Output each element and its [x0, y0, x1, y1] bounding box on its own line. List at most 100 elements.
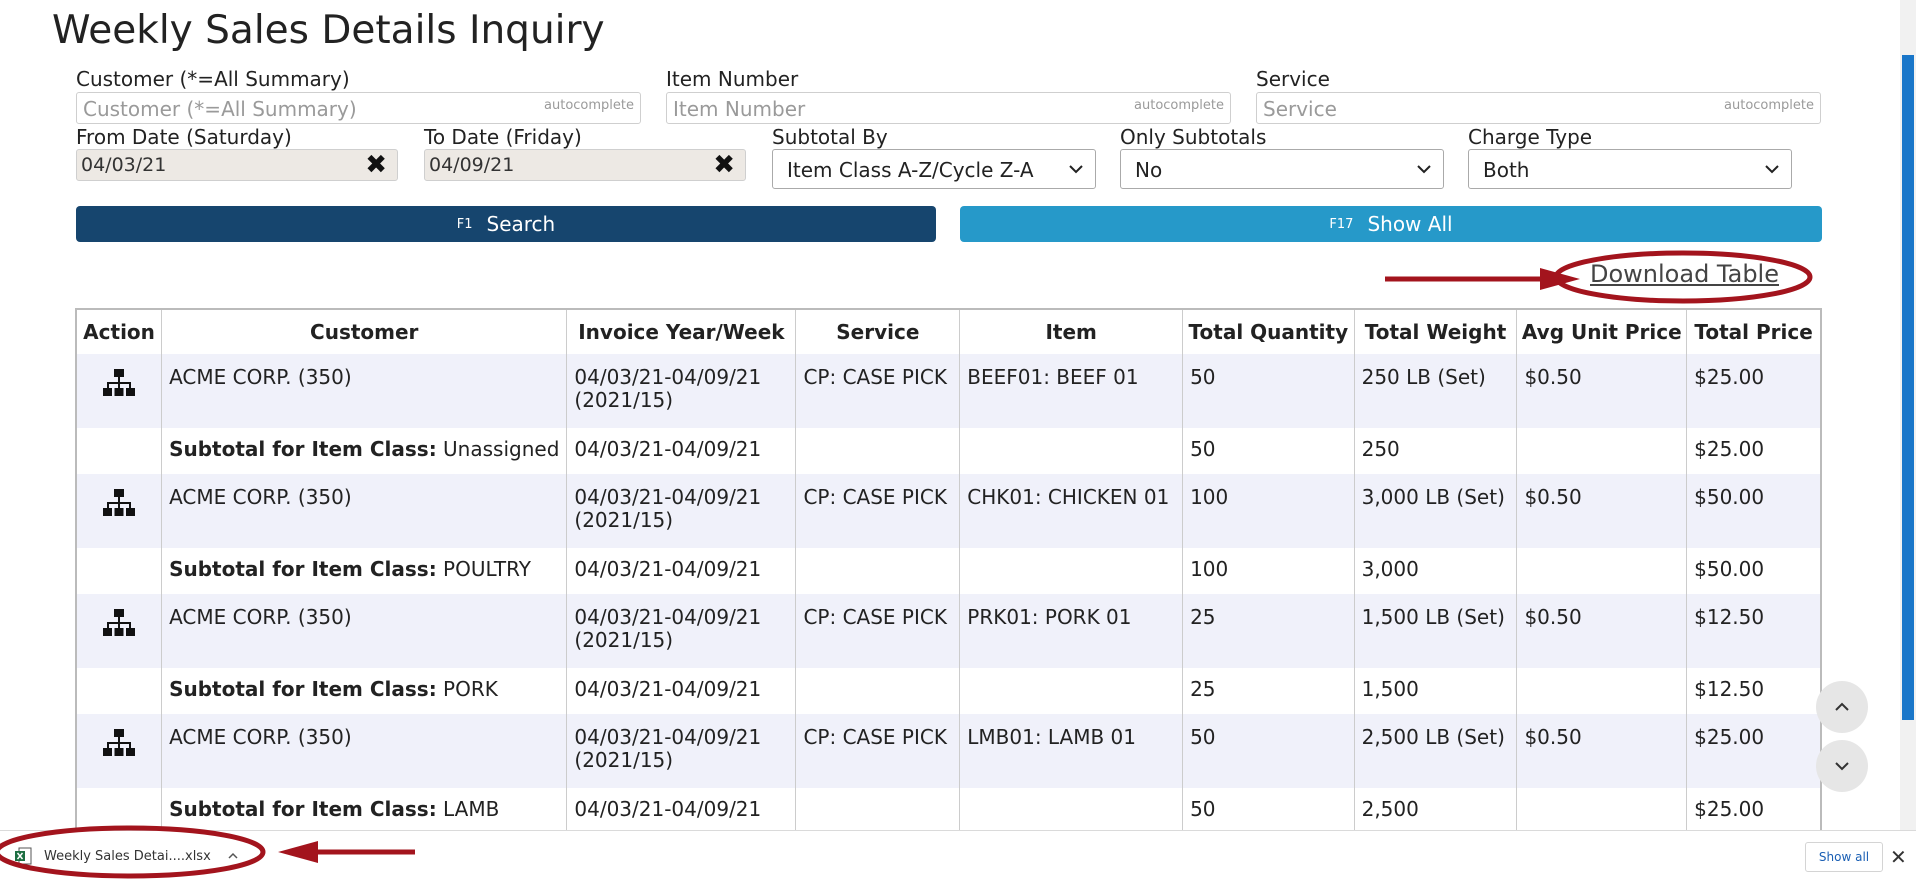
scroll-up-button[interactable]: [1816, 681, 1868, 733]
total-price-cell: $12.50: [1686, 668, 1820, 714]
customer-input[interactable]: Customer (*=All Summary) autocomplete: [76, 92, 641, 124]
only-subtotals-label: Only Subtotals: [1120, 125, 1267, 149]
invoice-week-range: 04/03/21-04/09/21: [574, 725, 762, 749]
to-date-input[interactable]: 04/09/21 ✖: [424, 149, 746, 181]
item-number-input[interactable]: Item Number autocomplete: [666, 92, 1231, 124]
item-cell: [959, 548, 1183, 594]
column-header[interactable]: Action: [77, 310, 162, 354]
subtotal-row: Subtotal for Item Class: LAMB 04/03/21-0…: [77, 788, 1820, 830]
chevron-up-icon: [1835, 702, 1849, 711]
column-header[interactable]: Item: [959, 310, 1183, 354]
service-cell: CP: CASE PICK: [795, 474, 960, 548]
avg-unit-price-cell: $0.50: [1516, 474, 1687, 548]
table-header-row: Action Customer Invoice Year/Week Servic…: [77, 310, 1820, 354]
downloaded-file-item[interactable]: Weekly Sales Detai....xlsx: [14, 842, 239, 870]
total-weight-cell: 250 LB (Set): [1353, 354, 1517, 428]
item-cell: LMB01: LAMB 01: [959, 714, 1183, 788]
clear-to-date-icon[interactable]: ✖: [713, 150, 735, 180]
total-price-cell: $25.00: [1686, 714, 1820, 788]
total-weight-cell: 2,500: [1353, 788, 1517, 830]
invoice-week-cell: 04/03/21-04/09/21 (2021/15): [566, 594, 796, 668]
sitemap-icon[interactable]: [103, 728, 136, 758]
action-cell: [77, 548, 162, 594]
chevron-down-icon: [1069, 165, 1083, 174]
to-date-label: To Date (Friday): [424, 125, 582, 149]
action-cell[interactable]: [77, 594, 162, 668]
column-header[interactable]: Total Weight: [1353, 310, 1517, 354]
page-scrollbar-thumb[interactable]: [1902, 55, 1914, 720]
subtotal-label-cell: Subtotal for Item Class: PORK: [161, 668, 567, 714]
invoice-week-cell: 04/03/21-04/09/21 (2021/15): [566, 474, 796, 548]
column-header[interactable]: Invoice Year/Week: [566, 310, 796, 354]
avg-unit-price-cell: [1516, 788, 1687, 830]
show-all-button[interactable]: F17 Show All: [960, 206, 1822, 242]
avg-unit-price-cell: $0.50: [1516, 714, 1687, 788]
column-header[interactable]: Service: [795, 310, 960, 354]
from-date-input[interactable]: 04/03/21 ✖: [76, 149, 398, 181]
total-weight-cell: 3,000 LB (Set): [1353, 474, 1517, 548]
charge-type-label: Charge Type: [1468, 125, 1593, 149]
customer-label: Customer (*=All Summary): [76, 67, 350, 91]
subtotal-row: Subtotal for Item Class: POULTRY 04/03/2…: [77, 548, 1820, 594]
item-cell: PRK01: PORK 01: [959, 594, 1183, 668]
subtotal-label-cell: Subtotal for Item Class: POULTRY: [161, 548, 567, 594]
avg-unit-price-cell: $0.50: [1516, 594, 1687, 668]
column-header[interactable]: Customer: [161, 310, 567, 354]
total-price-cell: $25.00: [1686, 354, 1820, 428]
service-cell: [795, 788, 960, 830]
subtotal-item-class: PORK: [443, 677, 498, 701]
sitemap-icon[interactable]: [103, 608, 136, 638]
subtotal-by-label: Subtotal By: [772, 125, 888, 149]
total-quantity-cell: 100: [1182, 474, 1355, 548]
chevron-up-icon[interactable]: [227, 850, 239, 862]
column-header[interactable]: Total Quantity: [1182, 310, 1355, 354]
sitemap-icon[interactable]: [103, 488, 136, 518]
total-weight-cell: 2,500 LB (Set): [1353, 714, 1517, 788]
customer-cell: ACME CORP. (350): [161, 714, 567, 788]
charge-type-select[interactable]: Both: [1468, 149, 1792, 189]
download-table-link[interactable]: Download Table: [1590, 260, 1779, 288]
item-number-autocomplete-hint: autocomplete: [1134, 98, 1224, 113]
action-cell[interactable]: [77, 354, 162, 428]
subtotal-label: Subtotal for Item Class:: [169, 437, 437, 461]
subtotal-by-select[interactable]: Item Class A-Z/Cycle Z-A: [772, 149, 1096, 189]
invoice-week-cell: 04/03/21-04/09/21 (2021/15): [566, 354, 796, 428]
service-placeholder: Service: [1263, 97, 1337, 121]
search-button[interactable]: F1 Search: [76, 206, 936, 242]
invoice-week-cell: 04/03/21-04/09/21: [566, 788, 796, 830]
action-cell[interactable]: [77, 714, 162, 788]
total-weight-cell: 3,000: [1353, 548, 1517, 594]
scroll-down-button[interactable]: [1816, 740, 1868, 792]
service-cell: CP: CASE PICK: [795, 714, 960, 788]
customer-cell: ACME CORP. (350): [161, 594, 567, 668]
table-row: ACME CORP. (350) 04/03/21-04/09/21 (2021/…: [77, 594, 1820, 668]
avg-unit-price-cell: [1516, 668, 1687, 714]
subtotal-row: Subtotal for Item Class: Unassigned 04/0…: [77, 428, 1820, 474]
clear-from-date-icon[interactable]: ✖: [365, 150, 387, 180]
action-cell[interactable]: [77, 474, 162, 548]
service-input[interactable]: Service autocomplete: [1256, 92, 1821, 124]
avg-unit-price-cell: $0.50: [1516, 354, 1687, 428]
column-header[interactable]: Avg Unit Price: [1516, 310, 1687, 354]
subtotal-item-class: Unassigned: [443, 437, 560, 461]
item-number-placeholder: Item Number: [673, 97, 806, 121]
action-cell: [77, 668, 162, 714]
show-all-downloads-button[interactable]: Show all: [1805, 842, 1883, 872]
service-cell: [795, 428, 960, 474]
chevron-down-icon: [1765, 165, 1779, 174]
page-scrollbar[interactable]: [1900, 0, 1916, 830]
column-header[interactable]: Total Price: [1686, 310, 1820, 354]
charge-type-value: Both: [1483, 158, 1530, 182]
total-price-cell: $25.00: [1686, 788, 1820, 830]
sitemap-icon[interactable]: [103, 368, 136, 398]
close-download-bar-icon[interactable]: ✕: [1890, 845, 1907, 869]
total-weight-cell: 1,500: [1353, 668, 1517, 714]
invoice-year-week: (2021/15): [574, 508, 674, 532]
chevron-down-icon: [1835, 762, 1849, 771]
service-cell: [795, 548, 960, 594]
downloaded-file-name: Weekly Sales Detai....xlsx: [44, 848, 211, 864]
total-price-cell: $12.50: [1686, 594, 1820, 668]
only-subtotals-select[interactable]: No: [1120, 149, 1444, 189]
customer-cell: ACME CORP. (350): [161, 474, 567, 548]
customer-placeholder: Customer (*=All Summary): [83, 97, 357, 121]
